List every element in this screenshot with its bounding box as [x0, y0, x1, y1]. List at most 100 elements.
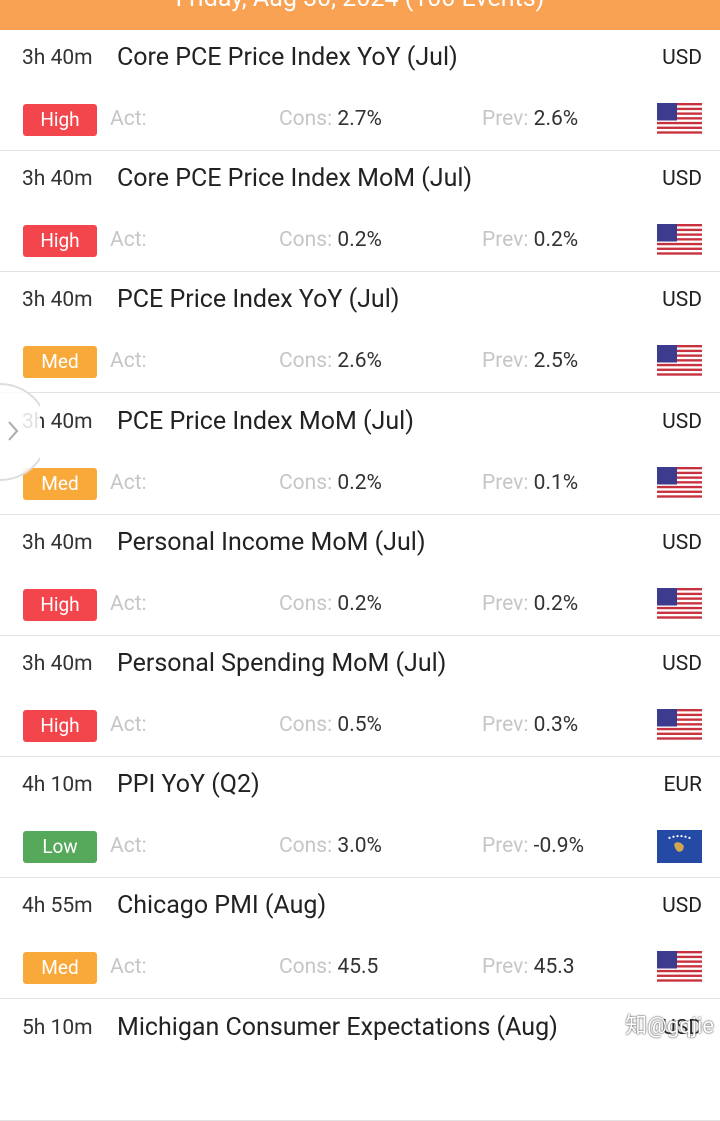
currency: USD: [662, 288, 702, 313]
consensus-value: 0.2%: [337, 591, 382, 616]
consensus-label: Cons:: [279, 713, 333, 737]
consensus-label: Cons:: [279, 349, 333, 374]
consensus-value: 2.7%: [337, 107, 382, 131]
currency: USD: [662, 894, 702, 919]
event-row: 3h 40m Personal Income MoM (Jul) USD High Ac…: [0, 514, 720, 636]
event-title: Personal Income MoM (Jul): [117, 527, 426, 557]
previous: Prev: 2.5%: [482, 349, 578, 373]
consensus-value: 3.0%: [337, 834, 382, 859]
flag-icon: [657, 830, 702, 864]
event-row: 5h 10m Michigan Consumer Expectations (Au…: [0, 999, 720, 1121]
impact-badge: Low: [23, 831, 97, 864]
flag-icon: [657, 224, 702, 258]
previous-label: Prev:: [482, 955, 529, 980]
actual-label: Act:: [110, 713, 147, 737]
previous-value: 0.3%: [533, 713, 579, 737]
event-title: PCE Price Index MoM (Jul): [117, 406, 414, 436]
impact-badge: High: [23, 225, 97, 258]
currency: USD: [662, 46, 702, 70]
impact-badge: High: [23, 710, 97, 742]
event-time: 4h 55m: [22, 894, 93, 919]
event-time: 3h 40m: [22, 167, 93, 192]
impact-badge: High: [23, 588, 97, 621]
currency: USD: [662, 652, 702, 676]
impact-badge: High: [23, 104, 97, 136]
actual-label: Act:: [110, 228, 147, 253]
consensus-value: 0.2%: [337, 470, 382, 495]
currency: USD: [662, 167, 702, 192]
previous: Prev: 2.6%: [482, 107, 578, 131]
event-row: 3h 40m Core PCE Price Index MoM (Jul) USD H…: [0, 151, 720, 273]
previous-value: 0.1%: [533, 470, 579, 495]
impact-badge: Med: [23, 346, 97, 379]
previous-value: -0.9%: [533, 834, 584, 859]
previous: Prev: 0.3%: [482, 713, 578, 737]
previous-value: 0.2%: [533, 591, 579, 616]
previous-value: 2.6%: [533, 107, 579, 131]
previous-value: 0.2%: [533, 228, 579, 253]
actual-label: Act:: [110, 470, 147, 495]
consensus: Cons: 0.2%: [279, 471, 382, 495]
event-title: Personal Spending MoM (Jul): [117, 649, 447, 678]
consensus-value: 0.5%: [337, 713, 382, 737]
consensus-label: Cons:: [279, 107, 333, 131]
date-title: Friday, Aug 30, 2024 (100 Events): [0, 0, 720, 13]
event-time: 3h 40m: [22, 652, 93, 676]
previous: Prev: 0.2%: [482, 592, 578, 616]
event-time: 4h 10m: [22, 773, 93, 798]
consensus: Cons: 0.5%: [279, 713, 382, 737]
previous: Prev: 45.3: [482, 955, 575, 979]
event-time: 5h 10m: [22, 1015, 93, 1040]
event-title: PPI YoY (Q2): [117, 770, 260, 800]
actual-label: Act:: [110, 349, 147, 374]
date-header: Friday, Aug 30, 2024 (100 Events): [0, 0, 720, 30]
actual-label: Act:: [110, 591, 147, 616]
impact-badge: Med: [23, 952, 97, 985]
flag-icon: [657, 587, 702, 621]
previous-value: 45.3: [533, 955, 575, 980]
event-row: 4h 10m PPI YoY (Q2) EUR Low Act: Cons: 3.0% Pr…: [0, 757, 720, 879]
consensus: Cons: 0.2%: [279, 228, 382, 252]
consensus-value: 0.2%: [337, 228, 382, 253]
flag-icon: [657, 466, 702, 500]
currency: USD: [662, 1015, 702, 1040]
consensus: Cons: 3.0%: [279, 834, 382, 858]
event-time: 3h 40m: [22, 288, 93, 313]
event-row: 3h 40m PCE Price Index MoM (Jul) USD Med Act…: [0, 393, 720, 515]
flag-icon: [657, 345, 702, 379]
previous-label: Prev:: [482, 228, 529, 253]
previous-label: Prev:: [482, 107, 529, 131]
consensus: Cons: 0.2%: [279, 592, 382, 616]
event-title: Core PCE Price Index MoM (Jul): [117, 164, 473, 194]
consensus-label: Cons:: [279, 228, 333, 253]
event-time: 3h 40m: [22, 530, 93, 555]
watermark: 知@gqjie: [625, 1014, 714, 1039]
previous: Prev: 0.2%: [482, 228, 578, 252]
consensus: Cons: 2.6%: [279, 349, 382, 373]
actual-label: Act:: [110, 107, 147, 131]
event-title: PCE Price Index YoY (Jul): [117, 285, 400, 315]
consensus-value: 2.6%: [337, 349, 382, 374]
event-time: 3h 40m: [22, 46, 93, 70]
currency: USD: [662, 530, 702, 555]
side-handle: [0, 383, 40, 481]
consensus-label: Cons:: [279, 955, 333, 980]
consensus: Cons: 45.5: [279, 955, 378, 979]
previous-label: Prev:: [482, 349, 529, 374]
event-title: Chicago PMI (Aug): [117, 891, 327, 921]
event-title: Michigan Consumer Expectations (Aug): [117, 1012, 558, 1042]
currency: EUR: [663, 773, 703, 798]
flag-icon: [657, 709, 702, 742]
previous-label: Prev:: [482, 470, 529, 495]
previous-label: Prev:: [482, 713, 529, 737]
consensus-label: Cons:: [279, 591, 333, 616]
actual-label: Act:: [110, 834, 147, 859]
consensus-value: 45.5: [337, 955, 379, 980]
previous-value: 2.5%: [533, 349, 579, 374]
currency: USD: [662, 409, 702, 434]
event-row: 3h 40m PCE Price Index YoY (Jul) USD Med Act…: [0, 272, 720, 394]
consensus: Cons: 2.7%: [279, 107, 382, 131]
flag-icon: [657, 951, 702, 985]
event-title: Core PCE Price Index YoY (Jul): [117, 43, 458, 72]
